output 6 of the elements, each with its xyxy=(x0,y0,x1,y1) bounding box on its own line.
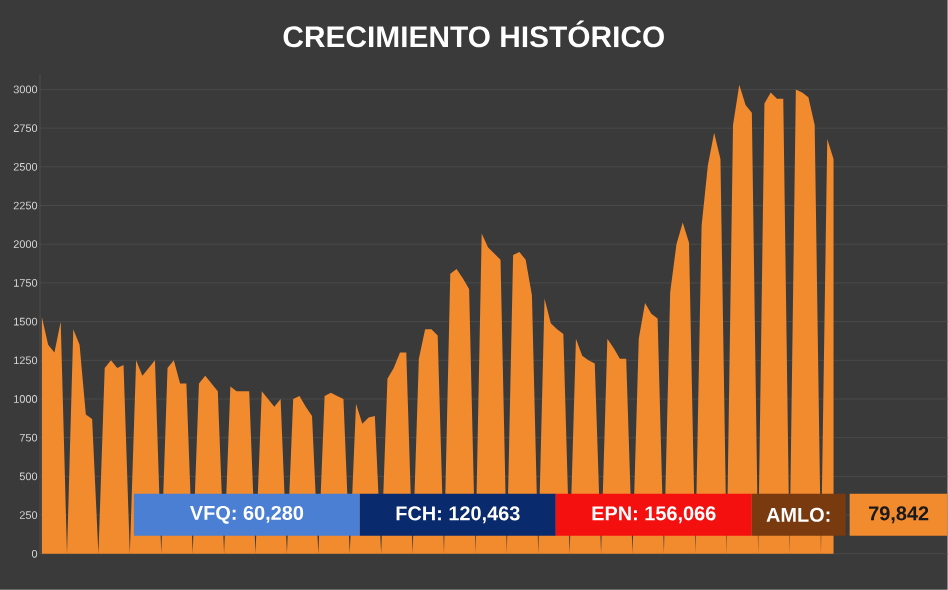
chart-title: CRECIMIENTO HISTÓRICO xyxy=(283,20,664,48)
annotation: VFQ: 60,280 xyxy=(190,506,304,524)
annotation: EPN: 156,066 xyxy=(592,506,716,524)
annotation: AMLO: xyxy=(766,507,830,522)
text: 79,842 xyxy=(869,506,929,524)
annotation: FCH: 120,463 xyxy=(396,506,520,524)
